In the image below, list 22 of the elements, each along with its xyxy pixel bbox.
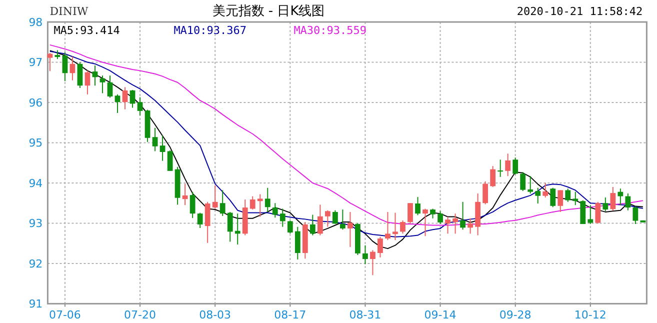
- text: 2020-10-21 11:58:42: [516, 5, 643, 18]
- y-tick-label: 92: [28, 257, 43, 270]
- text: MA30:93.559: [294, 24, 367, 37]
- series-label: MA5:93.414: [54, 24, 120, 37]
- y-tick-label: 94: [28, 176, 43, 190]
- text: DINIW: [50, 5, 89, 18]
- x-tick-label: 09-14: [424, 308, 456, 322]
- chart-title: 美元指数 - 日K线图: [212, 3, 325, 19]
- x-tick-label: 07-06: [48, 308, 81, 322]
- y-tick-label: 91: [28, 298, 43, 311]
- y-tick-label: 97: [28, 56, 43, 70]
- x-tick-label: 07-20: [124, 308, 156, 322]
- x-tick-label: 08-31: [349, 308, 382, 322]
- text: MA10:93.367: [174, 24, 247, 37]
- x-tick-label: 08-03: [199, 308, 232, 322]
- y-tick-label: 98: [28, 16, 43, 29]
- y-tick-label: 93: [28, 217, 43, 230]
- y-tick-label: 96: [28, 96, 43, 110]
- x-tick-label: 09-28: [499, 308, 532, 322]
- x-tick-label: 10-12: [574, 308, 606, 322]
- x-tick-label: 08-17: [274, 308, 306, 322]
- y-tick-label: 95: [28, 136, 43, 150]
